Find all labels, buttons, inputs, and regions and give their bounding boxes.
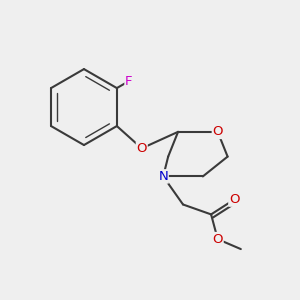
Text: O: O (212, 233, 223, 246)
Text: O: O (212, 125, 223, 138)
Text: F: F (125, 75, 133, 88)
Text: O: O (136, 142, 147, 155)
Text: O: O (229, 193, 239, 206)
Text: N: N (158, 170, 168, 183)
